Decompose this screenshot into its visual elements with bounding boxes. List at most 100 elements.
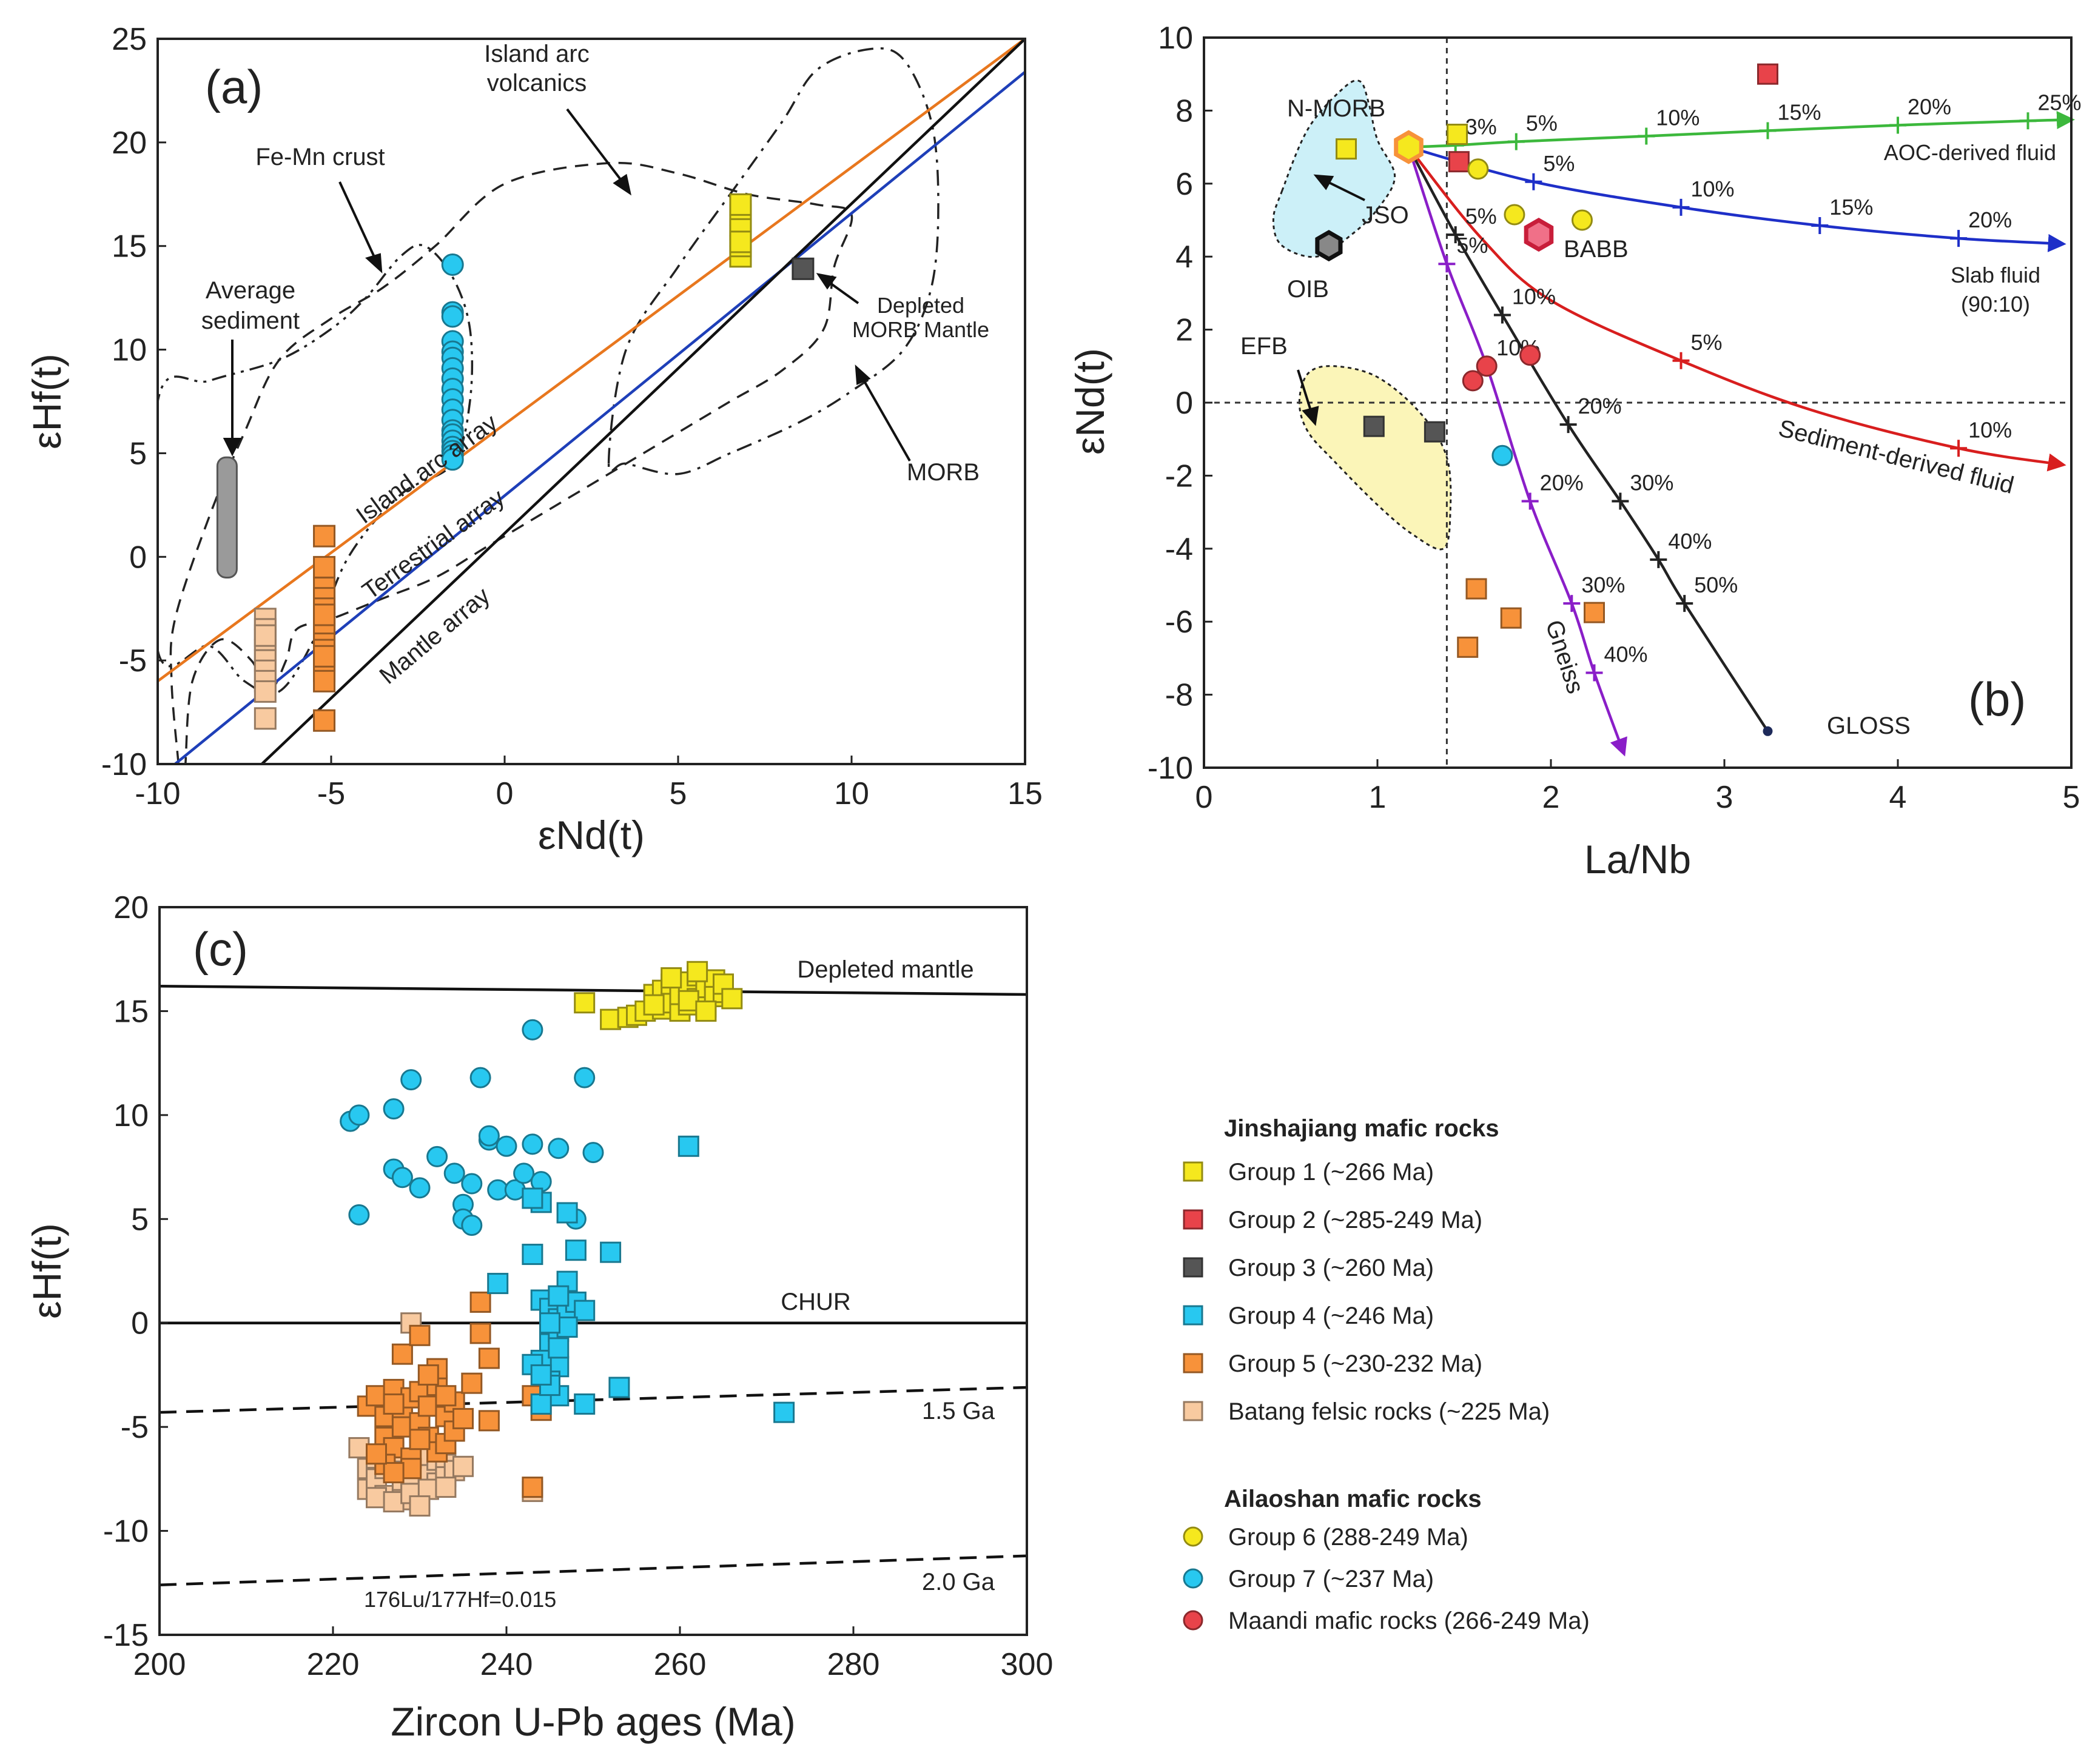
point-a-group-5 bbox=[313, 603, 336, 626]
line-depleted-mantle bbox=[159, 985, 1027, 996]
point-c-group-4 bbox=[530, 1393, 552, 1415]
curve-tick-label: 20% bbox=[1540, 471, 1584, 495]
legend-j-label-group-5-230-232-ma: Group 5 (~230-232 Ma) bbox=[1228, 1350, 1482, 1377]
point-b-group-3 bbox=[1363, 415, 1385, 437]
point-b-group-6 bbox=[1467, 158, 1489, 180]
curve-tick-slab-fluid-90-10 bbox=[1525, 173, 1542, 190]
panel-b-xtick-label: 5 bbox=[2063, 780, 2080, 815]
label-oib: OIB bbox=[1287, 276, 1329, 303]
curve-tick-label: 3% bbox=[1465, 115, 1497, 139]
label-babb: BABB bbox=[1564, 236, 1629, 263]
panel-b-ticks: 0 1 2 3 4 5 -10 -8 -6 -4 -2 0 2 4 6 8 10 bbox=[1148, 21, 2080, 815]
end-member-oib bbox=[1315, 230, 1343, 262]
legend-a-marker-maandi-mafic-rocks-266-249-ma bbox=[1183, 1610, 1203, 1631]
panel-a-arrows bbox=[223, 108, 911, 461]
panel-a-ytick-label: -10 bbox=[101, 747, 147, 782]
panel-c-xtick-label: 200 bbox=[133, 1647, 186, 1682]
point-c-group-4 bbox=[677, 1135, 699, 1157]
point-b-group-1 bbox=[1336, 138, 1357, 160]
gloss-endpoint bbox=[1763, 726, 1773, 736]
point-c-batang-felsic-rocks bbox=[435, 1477, 457, 1498]
panel-a-ticks: -10 -5 0 5 10 15 -10 -5 0 5 10 15 20 25 bbox=[101, 22, 1043, 811]
panel-c-xtick-label: 240 bbox=[480, 1647, 533, 1682]
point-c-group-1 bbox=[574, 992, 596, 1014]
curve-tick-label: 5% bbox=[1456, 233, 1488, 258]
point-b-maandi-mafic-rocks bbox=[1476, 355, 1498, 377]
panel-c-xlabel: Zircon U-Pb ages (Ma) bbox=[391, 1699, 796, 1744]
point-c-group-4 bbox=[600, 1241, 622, 1263]
point-c-group-4 bbox=[608, 1377, 630, 1398]
point-c-group-4 bbox=[539, 1312, 560, 1334]
point-c-group-1 bbox=[695, 1000, 717, 1022]
label-jso: JSO bbox=[1362, 202, 1409, 229]
legend-a-label-maandi-mafic-rocks-266-249-ma: Maandi mafic rocks (266-249 Ma) bbox=[1228, 1608, 1590, 1634]
point-c-group-5 bbox=[366, 1443, 387, 1465]
curve-tick-gneiss bbox=[1563, 595, 1581, 612]
point-c-group-5 bbox=[409, 1429, 431, 1450]
point-c-group-7 bbox=[409, 1177, 431, 1199]
point-a-group-5 bbox=[313, 645, 336, 668]
panel-b-xtick-label: 4 bbox=[1889, 780, 1907, 815]
curve-tick-gloss bbox=[1559, 416, 1577, 434]
label-sediment: sediment bbox=[201, 307, 300, 334]
panel-c-ytick-label: 5 bbox=[131, 1202, 149, 1237]
point-c-group-4 bbox=[556, 1202, 578, 1224]
label-average: Average bbox=[206, 277, 295, 304]
end-member-babb bbox=[1524, 218, 1554, 252]
point-c-group-7 bbox=[426, 1145, 448, 1167]
legend-j-label-group-3-260-ma: Group 3 (~260 Ma) bbox=[1228, 1255, 1434, 1281]
panel-c-xtick-label: 260 bbox=[654, 1647, 707, 1682]
field-fe-mn-crust bbox=[158, 244, 474, 696]
panel-a-ylabel: εHf(t) bbox=[24, 354, 69, 449]
panel-b-ylabel: εNd(t) bbox=[1067, 348, 1112, 455]
curve-tick-aoc-derived-fluid bbox=[2019, 112, 2037, 130]
panel-b-xlabel: La/Nb bbox=[1584, 837, 1691, 882]
point-c-group-1 bbox=[721, 988, 743, 1010]
point-a-group-7 bbox=[441, 253, 464, 276]
label-chur: CHUR bbox=[781, 1289, 851, 1315]
legend-a-marker-group-7-237-ma bbox=[1183, 1568, 1203, 1589]
legend-j-label-group-4-246-ma: Group 4 (~246 Ma) bbox=[1228, 1303, 1434, 1329]
panel-b-label: (b) bbox=[1968, 672, 2026, 726]
legend-a-label-group-6-288-249-ma: Group 6 (288-249 Ma) bbox=[1228, 1524, 1468, 1551]
curve-tick-label: 10% bbox=[1512, 284, 1556, 309]
curve-tick-label: 15% bbox=[1778, 100, 1821, 125]
point-c-group-7 bbox=[400, 1069, 422, 1091]
point-a-group-1 bbox=[729, 230, 752, 253]
panel-b-ytick-label: -10 bbox=[1148, 751, 1193, 786]
label-1-5-ga: 1.5 Ga bbox=[922, 1398, 995, 1424]
panel-b-ytick-label: 10 bbox=[1158, 21, 1193, 56]
point-c-group-5 bbox=[522, 1477, 543, 1498]
panel-a-ytick-label: 10 bbox=[112, 333, 147, 368]
label-2-0-ga: 2.0 Ga bbox=[922, 1569, 995, 1595]
legend-j-marker-group-5-230-232-ma bbox=[1183, 1353, 1203, 1373]
panel-b-ytick-label: -8 bbox=[1165, 678, 1193, 713]
panel-c-xtick-label: 220 bbox=[307, 1647, 360, 1682]
field-island-arc-volcanics bbox=[169, 161, 853, 764]
point-c-group-5 bbox=[452, 1407, 474, 1429]
point-b-group-5 bbox=[1500, 607, 1522, 629]
panel-c-marks bbox=[340, 961, 795, 1517]
panel-c: 200 220 240 260 280 300 -15 -10 -5 0 5 10 15 20 (c) Z… bbox=[24, 890, 1053, 1744]
panel-a-marks bbox=[216, 193, 815, 732]
point-c-group-1 bbox=[643, 994, 665, 1016]
curve-aoc-derived-fluid bbox=[1408, 111, 2075, 149]
curve-tick-label: 20% bbox=[1908, 94, 1951, 119]
panel-a-label: (a) bbox=[205, 60, 263, 113]
curve-tick-label: 5% bbox=[1465, 204, 1497, 229]
legend-j-marker-batang-felsic-rocks-225-ma bbox=[1183, 1401, 1203, 1421]
curve-tick-gloss bbox=[1650, 551, 1667, 568]
point-c-group-5 bbox=[383, 1393, 405, 1415]
curve-tick-label: 5% bbox=[1691, 330, 1723, 355]
point-c-group-5 bbox=[435, 1385, 457, 1407]
panel-b: 3% 5% 10% 15% 20% 25%5%10%15%20%5%10%5%10%20%… bbox=[1067, 21, 2082, 882]
point-b-group-5 bbox=[1465, 578, 1487, 600]
panel-b-xtick-label: 1 bbox=[1369, 780, 1387, 815]
legend-j-label-group-1-266-ma: Group 1 (~266 Ma) bbox=[1228, 1159, 1434, 1186]
label-slab-fluid-ratio: (90:10) bbox=[1961, 292, 2030, 317]
curve-tick-aoc-derived-fluid bbox=[1638, 127, 1655, 145]
curve-tick-aoc-derived-fluid bbox=[1507, 133, 1525, 150]
curve-tick-label: 10% bbox=[1691, 176, 1735, 201]
point-a-group-5 bbox=[313, 525, 336, 548]
end-member-n-morb bbox=[1394, 130, 1424, 164]
